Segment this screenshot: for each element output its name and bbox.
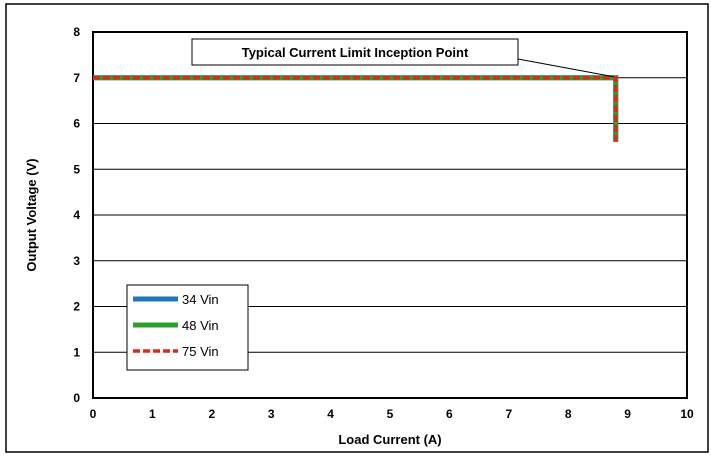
- annotation-text: Typical Current Limit Inception Point: [242, 45, 469, 60]
- legend-label: 34 Vin: [182, 292, 219, 307]
- series-group: [93, 75, 619, 142]
- x-tick-label: 2: [208, 407, 215, 421]
- annotation-leader-line: [517, 58, 614, 78]
- y-axis-title: Output Voltage (V): [24, 158, 39, 271]
- y-tick-label: 4: [73, 208, 80, 222]
- x-tick-label: 7: [505, 407, 512, 421]
- y-tick-label: 3: [73, 254, 80, 268]
- x-tick-label: 4: [327, 407, 334, 421]
- x-tick-label: 3: [268, 407, 275, 421]
- x-tick-label: 6: [446, 407, 453, 421]
- y-tick-label: 0: [73, 391, 80, 405]
- y-tick-label: 6: [73, 117, 80, 131]
- x-tick-label: 5: [387, 407, 394, 421]
- annotation-box: [191, 38, 519, 66]
- x-tick-label: 10: [680, 407, 694, 421]
- legend: 34 Vin 48 Vin 75 Vin: [126, 284, 249, 371]
- x-tick-label: 9: [624, 407, 631, 421]
- y-tick-label: 1: [73, 345, 80, 359]
- y-tick-label: 7: [73, 71, 80, 85]
- legend-label: 75 Vin: [182, 344, 219, 359]
- x-tick-label: 8: [565, 407, 572, 421]
- x-axis-title: Load Current (A): [338, 432, 441, 447]
- y-tick-label: 5: [73, 162, 80, 176]
- series-line-75-vin: [93, 76, 618, 142]
- x-tick-label: 1: [149, 407, 156, 421]
- legend-label: 48 Vin: [182, 318, 219, 333]
- annotation: Typical Current Limit Inception Point: [191, 38, 614, 78]
- y-tick-label: 8: [73, 25, 80, 39]
- y-tick-label: 2: [73, 300, 80, 314]
- tick-labels: 0 1 2 3 4 5 6 7 8 9 10 0 1 2 3 4 5 6 7 8: [73, 25, 694, 421]
- plot-border: [92, 31, 688, 399]
- x-tick-label: 0: [90, 407, 97, 421]
